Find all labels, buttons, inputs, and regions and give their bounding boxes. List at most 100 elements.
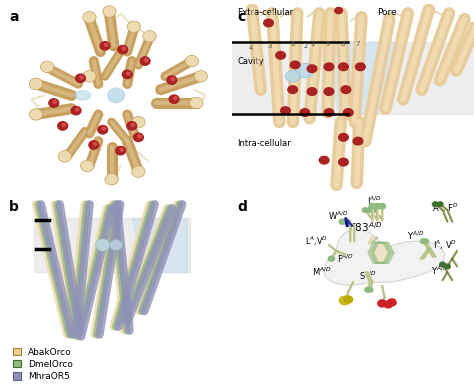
Circle shape	[127, 122, 137, 130]
Circle shape	[145, 59, 148, 61]
Circle shape	[93, 142, 97, 145]
Bar	[34, 218, 190, 272]
Legend: AbakOrco, DmelOrco, MhraOR5: AbakOrco, DmelOrco, MhraOR5	[9, 344, 77, 384]
Circle shape	[353, 137, 363, 145]
Circle shape	[49, 99, 59, 107]
Circle shape	[105, 173, 118, 185]
Circle shape	[29, 109, 43, 120]
Text: S$^{A/D}$: S$^{A/D}$	[359, 270, 376, 282]
Circle shape	[432, 202, 438, 207]
Circle shape	[343, 297, 349, 302]
Circle shape	[319, 156, 329, 164]
Circle shape	[338, 158, 348, 166]
Text: Intra-cellular: Intra-cellular	[237, 138, 291, 147]
Circle shape	[339, 219, 346, 224]
Circle shape	[118, 46, 128, 54]
Polygon shape	[324, 42, 406, 114]
Circle shape	[288, 86, 298, 93]
Circle shape	[445, 264, 450, 269]
Circle shape	[324, 109, 334, 116]
Circle shape	[75, 74, 85, 82]
Circle shape	[116, 147, 126, 155]
Circle shape	[120, 148, 124, 151]
Polygon shape	[368, 243, 389, 263]
Text: 8: 8	[340, 41, 345, 47]
Polygon shape	[132, 218, 187, 272]
Circle shape	[75, 108, 79, 111]
Circle shape	[98, 126, 108, 134]
Circle shape	[29, 78, 43, 90]
Circle shape	[104, 43, 108, 46]
Circle shape	[122, 47, 126, 50]
Circle shape	[122, 70, 132, 79]
Text: Cavity: Cavity	[237, 56, 264, 66]
Polygon shape	[371, 243, 391, 263]
Text: 3: 3	[267, 43, 272, 49]
Circle shape	[362, 208, 368, 212]
Circle shape	[365, 287, 371, 292]
Circle shape	[108, 88, 125, 103]
Text: F$^{A/D}$: F$^{A/D}$	[337, 252, 355, 265]
Circle shape	[40, 61, 54, 72]
Circle shape	[89, 141, 99, 149]
Circle shape	[53, 100, 57, 103]
Text: Y$^{A/D}$: Y$^{A/D}$	[431, 264, 449, 277]
Text: Extra-cellular: Extra-cellular	[237, 8, 293, 17]
Circle shape	[328, 256, 335, 261]
Text: b: b	[9, 200, 19, 214]
Circle shape	[138, 135, 141, 138]
Text: d: d	[237, 200, 247, 214]
Circle shape	[387, 299, 396, 306]
Text: I$^A$, V$^D$: I$^A$, V$^D$	[433, 238, 457, 252]
Circle shape	[290, 61, 300, 69]
Polygon shape	[373, 243, 393, 263]
Circle shape	[102, 127, 106, 130]
Circle shape	[356, 63, 365, 71]
Circle shape	[339, 296, 350, 305]
Circle shape	[344, 109, 353, 116]
Circle shape	[338, 133, 348, 141]
Circle shape	[100, 42, 110, 50]
Circle shape	[194, 71, 208, 82]
Circle shape	[378, 300, 386, 307]
Circle shape	[285, 71, 300, 82]
Circle shape	[384, 301, 392, 308]
Circle shape	[173, 97, 177, 100]
Circle shape	[132, 166, 145, 177]
Circle shape	[300, 109, 310, 116]
Circle shape	[140, 57, 150, 65]
Circle shape	[341, 86, 351, 93]
Circle shape	[335, 7, 343, 14]
Ellipse shape	[75, 91, 91, 100]
Text: I$^{A/D}$: I$^{A/D}$	[367, 194, 383, 207]
Circle shape	[423, 239, 428, 244]
Polygon shape	[324, 230, 445, 285]
Circle shape	[379, 203, 385, 209]
Circle shape	[374, 203, 381, 209]
Circle shape	[62, 123, 65, 126]
Text: Y$^{A/D}$: Y$^{A/D}$	[407, 229, 425, 242]
Circle shape	[281, 107, 290, 114]
Circle shape	[82, 71, 96, 82]
Text: 7: 7	[356, 41, 360, 47]
Circle shape	[307, 88, 317, 95]
Circle shape	[369, 203, 376, 209]
Circle shape	[171, 78, 175, 81]
Circle shape	[167, 76, 177, 84]
Circle shape	[437, 202, 443, 207]
Text: W$^{A/D}$: W$^{A/D}$	[328, 210, 349, 222]
Circle shape	[58, 151, 72, 162]
Circle shape	[420, 239, 426, 244]
Circle shape	[324, 63, 334, 71]
Circle shape	[127, 72, 130, 75]
Text: 5: 5	[326, 41, 330, 47]
Text: 4: 4	[248, 45, 253, 51]
Circle shape	[338, 63, 348, 71]
Circle shape	[134, 133, 143, 142]
Circle shape	[307, 65, 317, 72]
Circle shape	[132, 116, 145, 128]
Circle shape	[440, 262, 446, 267]
Text: L$^A$,V$^D$: L$^A$,V$^D$	[305, 235, 328, 248]
Circle shape	[324, 88, 334, 95]
Circle shape	[82, 12, 96, 23]
